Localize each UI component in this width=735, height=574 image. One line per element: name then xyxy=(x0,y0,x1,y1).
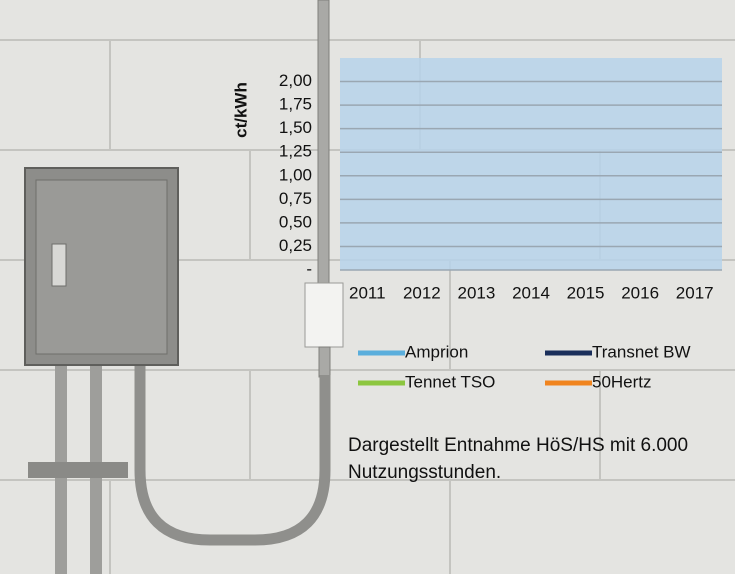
x-tick-label: 2015 xyxy=(567,283,605,302)
legend-label: Amprion xyxy=(405,342,468,361)
x-tick-label: 2013 xyxy=(458,283,496,302)
y-tick-label: 1,50 xyxy=(279,118,312,137)
y-tick-label: 1,25 xyxy=(279,142,312,161)
legend-label: 50Hertz xyxy=(592,372,652,391)
x-tick-label: 2017 xyxy=(676,283,714,302)
legend-label: Transnet BW xyxy=(592,342,691,361)
y-tick-label: 0,50 xyxy=(279,212,312,231)
page: ct/kWh - 0,25 0,50 0,75 1,00 1,25 1,50 1,75 2,00… xyxy=(0,0,735,574)
legend-label: Tennet TSO xyxy=(405,372,495,391)
chart: ct/kWh - 0,25 0,50 0,75 1,00 1,25 1,50 1,75 2,00… xyxy=(0,0,735,574)
plot-area xyxy=(340,58,722,270)
x-tick-label: 2012 xyxy=(403,283,441,302)
y-tick-label: 0,25 xyxy=(279,236,312,255)
y-axis-label: ct/kWh xyxy=(231,82,250,138)
y-tick-label: - xyxy=(306,259,312,278)
annotation: Dargestellt Entnahme HöS/HS mit 6.000 Nu… xyxy=(348,432,728,486)
x-tick-label: 2011 xyxy=(349,283,386,302)
y-tick-label: 1,00 xyxy=(279,165,312,184)
y-tick-label: 2,00 xyxy=(279,71,312,90)
x-tick-label: 2014 xyxy=(512,283,550,302)
y-tick-label: 0,75 xyxy=(279,189,312,208)
y-tick-label: 1,75 xyxy=(279,95,312,114)
x-tick-label: 2016 xyxy=(621,283,659,302)
